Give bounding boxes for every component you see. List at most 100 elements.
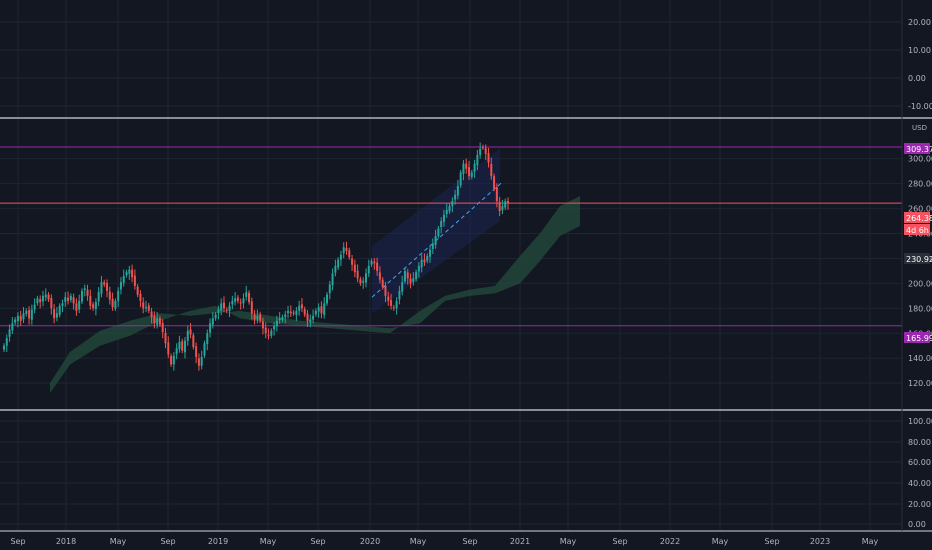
main-tick-label: 260.00 bbox=[908, 205, 932, 214]
top-pane-price-axis[interactable]: 20.00 10.00 0.00 -10.00 bbox=[908, 18, 932, 111]
tag-last-bg bbox=[904, 212, 930, 223]
candle-body bbox=[114, 300, 117, 309]
candle-body bbox=[153, 316, 156, 324]
time-tick-label: May bbox=[110, 537, 127, 546]
candle-body bbox=[16, 315, 19, 322]
candle-body bbox=[392, 307, 395, 309]
candle-body bbox=[390, 300, 393, 306]
candle-body bbox=[490, 163, 493, 177]
candle-body bbox=[119, 282, 122, 290]
candle-body bbox=[264, 327, 267, 334]
candle-body bbox=[147, 305, 150, 311]
candle-body bbox=[479, 148, 482, 155]
candle-body bbox=[122, 275, 125, 283]
candle-body bbox=[415, 272, 418, 280]
top-tick-label: -10.00 bbox=[908, 102, 932, 111]
candle-body bbox=[476, 154, 479, 166]
candle-body bbox=[181, 341, 184, 351]
candle-body bbox=[417, 265, 420, 272]
candle-body bbox=[58, 305, 61, 315]
candle-body bbox=[465, 163, 468, 169]
candle-body bbox=[22, 313, 25, 320]
candle-body bbox=[158, 318, 161, 325]
candle-body bbox=[437, 228, 440, 236]
candle-body bbox=[80, 290, 83, 302]
candle-body bbox=[64, 297, 67, 302]
candle-body bbox=[145, 307, 148, 309]
candle-body bbox=[289, 311, 292, 314]
candle-body bbox=[156, 318, 159, 325]
grid bbox=[0, 0, 902, 530]
tag-countdown: 4d 6h bbox=[906, 226, 929, 235]
candle-body bbox=[267, 334, 270, 336]
candle-body bbox=[183, 340, 186, 353]
candle-body bbox=[303, 309, 306, 315]
candle-body bbox=[501, 206, 504, 211]
candle-body bbox=[507, 201, 509, 204]
candle-body bbox=[300, 304, 303, 309]
candle-body bbox=[287, 310, 290, 314]
candle-body bbox=[231, 300, 234, 305]
tag-countdown-bg bbox=[904, 224, 930, 235]
candle-body bbox=[209, 323, 212, 333]
candle-body bbox=[434, 235, 437, 245]
candle-body bbox=[189, 329, 192, 335]
candle-body bbox=[167, 342, 170, 355]
candle-body bbox=[328, 284, 331, 294]
time-tick-label: Sep bbox=[310, 537, 325, 546]
candle-body bbox=[309, 319, 312, 323]
candle-body bbox=[376, 262, 379, 271]
bottom-pane-price-axis[interactable]: 100.00 80.00 60.00 40.00 20.00 0.00 bbox=[908, 417, 932, 529]
candle-body bbox=[197, 358, 200, 366]
candle-body bbox=[14, 319, 17, 323]
candle-body bbox=[326, 294, 329, 304]
pane-separators[interactable] bbox=[0, 0, 932, 532]
candle-body bbox=[364, 273, 367, 283]
candle-body bbox=[206, 333, 209, 344]
candle-body bbox=[495, 187, 498, 202]
time-axis[interactable]: Sep 2018 May Sep 2019 May Sep 2020 May Sep 2021 May… bbox=[10, 537, 878, 546]
candle-body bbox=[47, 294, 50, 300]
candle-body bbox=[401, 282, 404, 292]
channel-midline bbox=[371, 182, 503, 298]
candle-body bbox=[11, 323, 14, 331]
candle-body bbox=[470, 172, 473, 177]
candle-body bbox=[284, 314, 287, 318]
candle-body bbox=[278, 318, 281, 321]
candle-body bbox=[362, 280, 365, 283]
candle-body bbox=[442, 214, 445, 222]
candle-body bbox=[131, 269, 134, 278]
candle-body bbox=[78, 300, 81, 310]
candle-body bbox=[314, 310, 317, 315]
candle-body bbox=[261, 321, 264, 329]
bottom-tick-label: 100.00 bbox=[908, 417, 932, 426]
candle-body bbox=[111, 298, 114, 308]
candle-body bbox=[86, 289, 89, 296]
candle-body bbox=[106, 283, 109, 291]
candle-body bbox=[398, 290, 401, 300]
candle-body bbox=[75, 303, 78, 311]
candle-body bbox=[481, 147, 484, 149]
candle-body bbox=[36, 298, 39, 304]
candle-body bbox=[203, 343, 206, 356]
bottom-tick-label: 0.00 bbox=[908, 520, 926, 529]
cloud-area bbox=[50, 196, 580, 394]
candle-body bbox=[445, 209, 448, 215]
candle-body bbox=[412, 278, 415, 282]
candle-body bbox=[28, 310, 31, 319]
main-tick-label: 120.00 bbox=[908, 379, 932, 388]
candle-body bbox=[337, 259, 340, 268]
candle-body bbox=[161, 323, 164, 333]
time-tick-label: 2023 bbox=[810, 537, 830, 546]
horizontal-levels bbox=[0, 146, 902, 327]
candle-body bbox=[367, 265, 370, 274]
candle-body bbox=[83, 288, 86, 291]
time-tick-label: Sep bbox=[462, 537, 477, 546]
price-tags: 309.37 264.38 4d 6h 230.92 165.99 bbox=[904, 143, 932, 343]
candle-body bbox=[253, 314, 256, 320]
candle-body bbox=[39, 299, 42, 303]
candle-body bbox=[222, 302, 225, 309]
candle-body bbox=[200, 356, 203, 366]
